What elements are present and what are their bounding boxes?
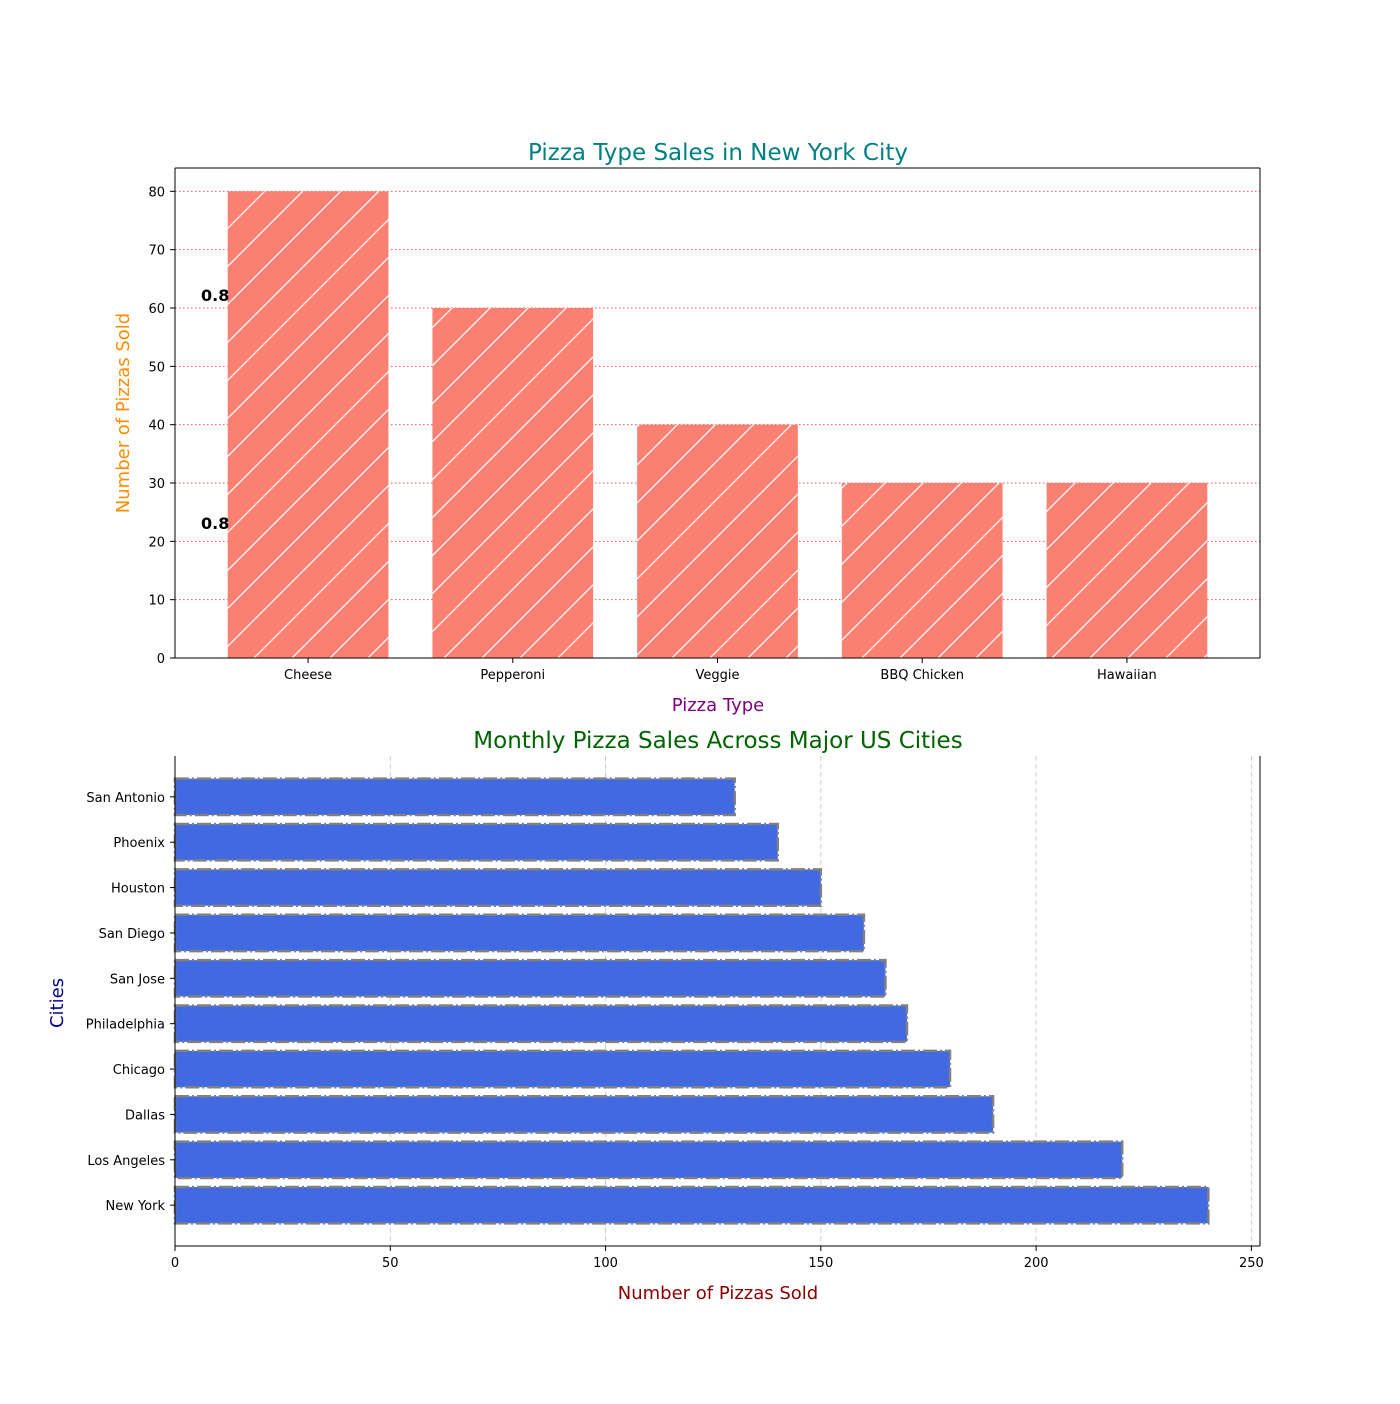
- y-tick-label: 40: [148, 419, 165, 434]
- y-tick-label: Phoenix: [113, 836, 165, 851]
- x-tick-label: Cheese: [284, 668, 332, 683]
- bar-hatch: [227, 191, 389, 659]
- y-tick-label: Los Angeles: [87, 1154, 165, 1169]
- x-tick-label: 200: [1024, 1256, 1049, 1271]
- y-tick-label: San Antonio: [86, 791, 165, 806]
- bar: [175, 960, 886, 997]
- y-tick-label: San Jose: [110, 972, 165, 987]
- y-tick-label: Houston: [111, 882, 165, 897]
- x-tick-label: 100: [593, 1256, 618, 1271]
- bar: [175, 1096, 994, 1133]
- bottom-y-axis-label: Cities: [47, 978, 68, 1028]
- annotation-label: 0.8: [201, 514, 229, 533]
- y-tick-label: 0: [157, 652, 165, 667]
- top-chart-title: Pizza Type Sales in New York City: [528, 140, 908, 166]
- top-bars: [227, 191, 1208, 659]
- bar: [175, 869, 821, 906]
- city-sales-bar-chart: 0 50 100 150 200 250 New York Los Angeles Dallas…: [47, 728, 1264, 1304]
- bar-edge: [173, 1049, 952, 1089]
- x-tick-label: 50: [382, 1256, 399, 1271]
- y-tick-label: Dallas: [125, 1108, 165, 1123]
- bar-hatch: [841, 483, 1003, 658]
- bottom-x-axis-label: Number of Pizzas Sold: [618, 1283, 818, 1304]
- x-tick-label: 250: [1239, 1256, 1264, 1271]
- y-tick-label: 50: [148, 360, 165, 375]
- y-tick-label: 20: [148, 535, 165, 550]
- y-tick-label: New York: [105, 1199, 165, 1214]
- bar: [175, 778, 735, 815]
- y-tick-label: 70: [148, 244, 165, 259]
- x-tick-label: 0: [171, 1256, 179, 1271]
- y-tick-label: 30: [148, 477, 165, 492]
- top-ticks: 0 10 20 30 40 50 60 70 80 Cheese Pepperoni Veggie BB…: [148, 185, 1156, 683]
- y-tick-label: Philadelphia: [86, 1018, 165, 1033]
- bottom-chart-title: Monthly Pizza Sales Across Major US Citi…: [473, 728, 962, 754]
- bottom-bars: [173, 777, 1210, 1225]
- y-tick-label: Chicago: [113, 1063, 165, 1078]
- bar: [175, 914, 864, 952]
- bar: [175, 1005, 907, 1042]
- x-tick-label: 150: [808, 1256, 833, 1271]
- x-tick-label: Hawaiian: [1097, 668, 1157, 683]
- annotation-label: 0.8: [201, 286, 229, 305]
- bar: [175, 824, 778, 861]
- x-tick-label: Veggie: [696, 668, 740, 683]
- x-tick-label: BBQ Chicken: [880, 668, 964, 683]
- bar-hatch: [432, 308, 594, 658]
- y-tick-label: 80: [148, 185, 165, 200]
- bar: [175, 1187, 1209, 1224]
- bar-hatch: [637, 424, 798, 658]
- bottom-ticks: 0 50 100 150 200 250 New York Los Angeles Dallas…: [86, 791, 1264, 1271]
- x-tick-label: Pepperoni: [480, 668, 545, 683]
- y-tick-label: 60: [148, 302, 165, 317]
- bar: [175, 1050, 950, 1088]
- y-tick-label: San Diego: [99, 927, 165, 942]
- top-y-axis-label: Number of Pizzas Sold: [113, 313, 134, 513]
- y-tick-label: 10: [148, 594, 165, 609]
- bar-hatch: [1046, 483, 1208, 658]
- top-x-axis-label: Pizza Type: [672, 695, 764, 716]
- bar: [175, 1141, 1123, 1178]
- pizza-type-bar-chart: 0 10 20 30 40 50 60 70 80 Cheese Pepperoni Veggie BB…: [113, 140, 1261, 716]
